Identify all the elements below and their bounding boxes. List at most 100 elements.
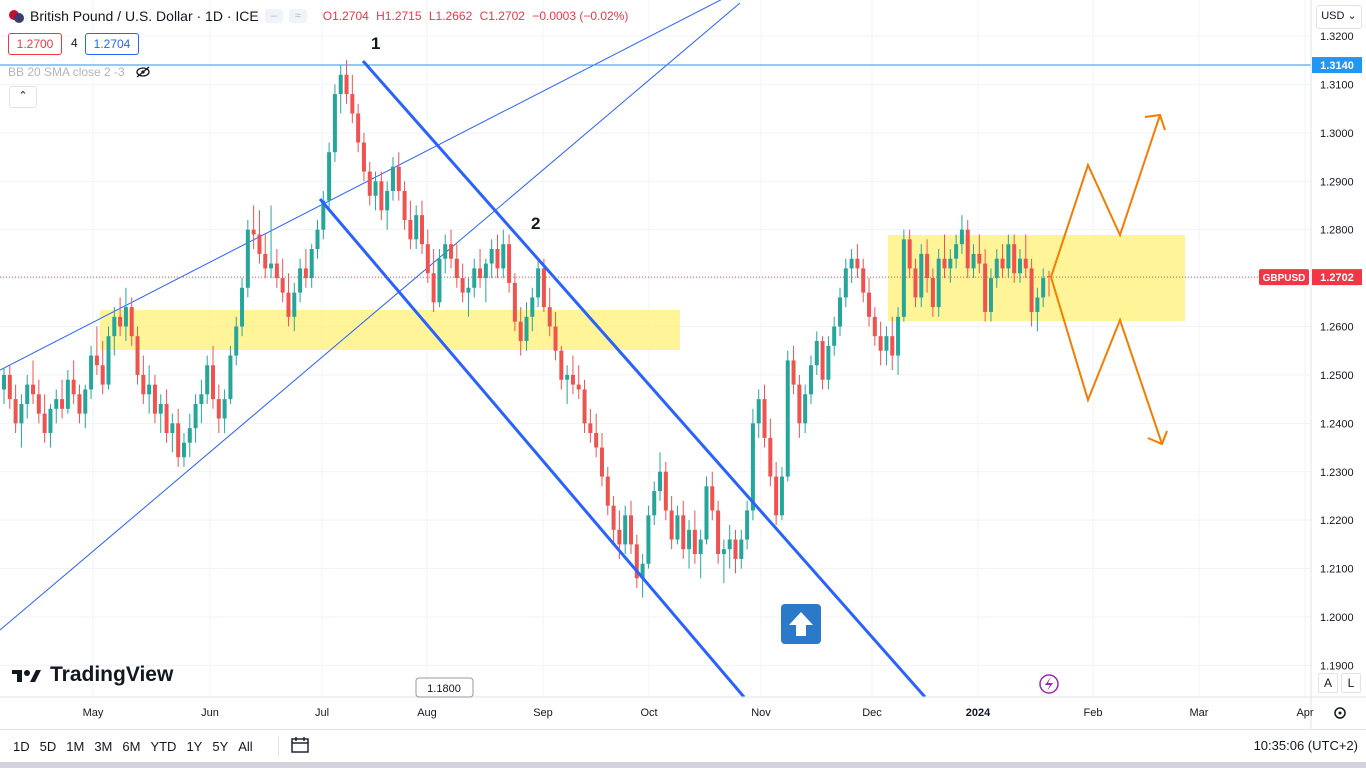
candle-body — [286, 292, 291, 317]
candle-body — [245, 229, 250, 288]
x-tick-label: Nov — [751, 707, 771, 719]
y-tick-label: 1.2300 — [1320, 467, 1354, 479]
hidden-eye-icon[interactable] — [135, 66, 151, 78]
auto-scale-button[interactable]: A — [1318, 673, 1338, 693]
candle-body — [710, 486, 715, 511]
x-tick-label: May — [83, 707, 104, 719]
clock[interactable]: 10:35:06 (UTC+2) — [1253, 738, 1358, 753]
x-tick-label: 2024 — [966, 707, 991, 719]
y-tick-label: 1.2800 — [1320, 225, 1354, 237]
indicator-legend: BB 20 SMA close 2 -3 — [8, 65, 151, 79]
range-buttons: 1D 5D 1M 3M 6M YTD 1Y 5Y All — [8, 737, 258, 756]
collapse-legend-button[interactable]: ⌃ — [9, 86, 37, 108]
settings-gear-center — [1338, 711, 1342, 715]
range-button[interactable]: 6M — [122, 739, 141, 754]
candle-body — [141, 374, 146, 395]
x-tick-label: Dec — [862, 707, 882, 719]
candle-body — [193, 403, 198, 429]
buy-button[interactable]: 1.2704 — [85, 33, 139, 55]
candle-body — [263, 253, 268, 269]
candle-body — [785, 360, 790, 477]
range-button[interactable]: 5D — [39, 739, 57, 754]
tv-logo-icon — [12, 670, 41, 682]
candle-body — [269, 263, 274, 269]
indicator-label[interactable]: BB 20 SMA close 2 -3 — [8, 65, 125, 79]
candle-body — [332, 94, 337, 153]
spread-value: 4 — [71, 36, 78, 50]
candle-body — [530, 297, 535, 317]
compare-icon[interactable]: ≈ — [288, 9, 307, 23]
candle-body — [36, 394, 41, 414]
currency-select[interactable]: USD ⌄ — [1316, 5, 1362, 29]
candle-body — [721, 549, 726, 555]
candle-body — [832, 326, 837, 346]
candle-body — [652, 491, 657, 516]
bullish-projection-arrow — [1050, 114, 1161, 278]
settings-gear-icon[interactable] — [1334, 707, 1346, 719]
arrowhead-up — [1144, 113, 1166, 131]
candle-body — [344, 74, 349, 95]
candle-body — [599, 447, 604, 477]
candle-body — [274, 263, 279, 279]
candle-body — [623, 515, 628, 545]
sell-button[interactable]: 1.2700 — [8, 33, 62, 55]
range-button[interactable]: 1D — [13, 739, 30, 754]
candle-body — [13, 399, 18, 424]
channel-lower-line — [0, 2, 741, 631]
candle-body — [838, 297, 842, 327]
axis-price-box — [415, 677, 474, 698]
log-scale-button[interactable]: L — [1341, 673, 1361, 693]
candle-body — [762, 399, 767, 438]
candle-body — [443, 244, 448, 259]
candle-body — [733, 539, 738, 559]
candle-body — [437, 258, 442, 303]
bottom-strip — [0, 762, 1366, 768]
candle-body — [118, 316, 123, 327]
candle-body — [797, 384, 802, 424]
candle-body — [315, 229, 320, 250]
calendar-icon[interactable] — [290, 736, 310, 754]
minus-icon[interactable]: – — [264, 9, 283, 23]
candle-body — [379, 181, 384, 211]
candle-body — [878, 336, 883, 351]
range-button[interactable]: 5Y — [212, 739, 229, 754]
last-price-tag — [1312, 269, 1362, 286]
candle-body — [356, 113, 361, 143]
candle-body — [756, 399, 761, 424]
y-tick-label: 1.3000 — [1320, 128, 1354, 140]
candle-body — [872, 316, 877, 337]
change-value: −0.0003 (−0.02%) — [532, 9, 629, 23]
candle-body — [890, 336, 895, 356]
candle-body — [489, 249, 494, 264]
candle-body — [181, 442, 186, 458]
candle-body — [605, 476, 610, 506]
candle-body — [930, 278, 935, 308]
range-button[interactable]: 3M — [94, 739, 113, 754]
candle-body — [547, 307, 552, 327]
candle-body — [129, 307, 134, 337]
candle-body — [94, 355, 99, 366]
price-chart[interactable]: 1 2 1.3200 1.3100 1.3000 1.2900 1.2800 1.2700 1.… — [0, 0, 1366, 730]
range-button[interactable]: 1M — [66, 739, 85, 754]
legend-header: British Pound / U.S. Dollar · 1D · ICE –… — [8, 6, 632, 26]
symbol-title[interactable]: British Pound / U.S. Dollar · 1D · ICE — [30, 8, 259, 24]
symbol-tag — [1259, 269, 1309, 286]
range-button[interactable]: YTD — [150, 739, 177, 754]
candle-body — [808, 365, 813, 395]
candle-body — [617, 529, 622, 545]
candle-body — [234, 326, 239, 356]
x-tick-label: Aug — [417, 707, 437, 719]
close-value: C1.2702 — [479, 9, 525, 23]
candle-body — [147, 384, 152, 395]
candle-body — [187, 428, 192, 443]
candle-body — [466, 287, 471, 293]
range-button[interactable]: All — [238, 739, 253, 754]
candle-body — [1012, 244, 1017, 274]
candle-body — [646, 515, 651, 564]
candle-body — [1035, 297, 1040, 312]
candle-body — [570, 374, 575, 385]
y-tick-label: 1.2100 — [1320, 564, 1354, 576]
candle-body — [692, 529, 697, 555]
candle-body — [396, 166, 401, 191]
range-button[interactable]: 1Y — [186, 739, 203, 754]
